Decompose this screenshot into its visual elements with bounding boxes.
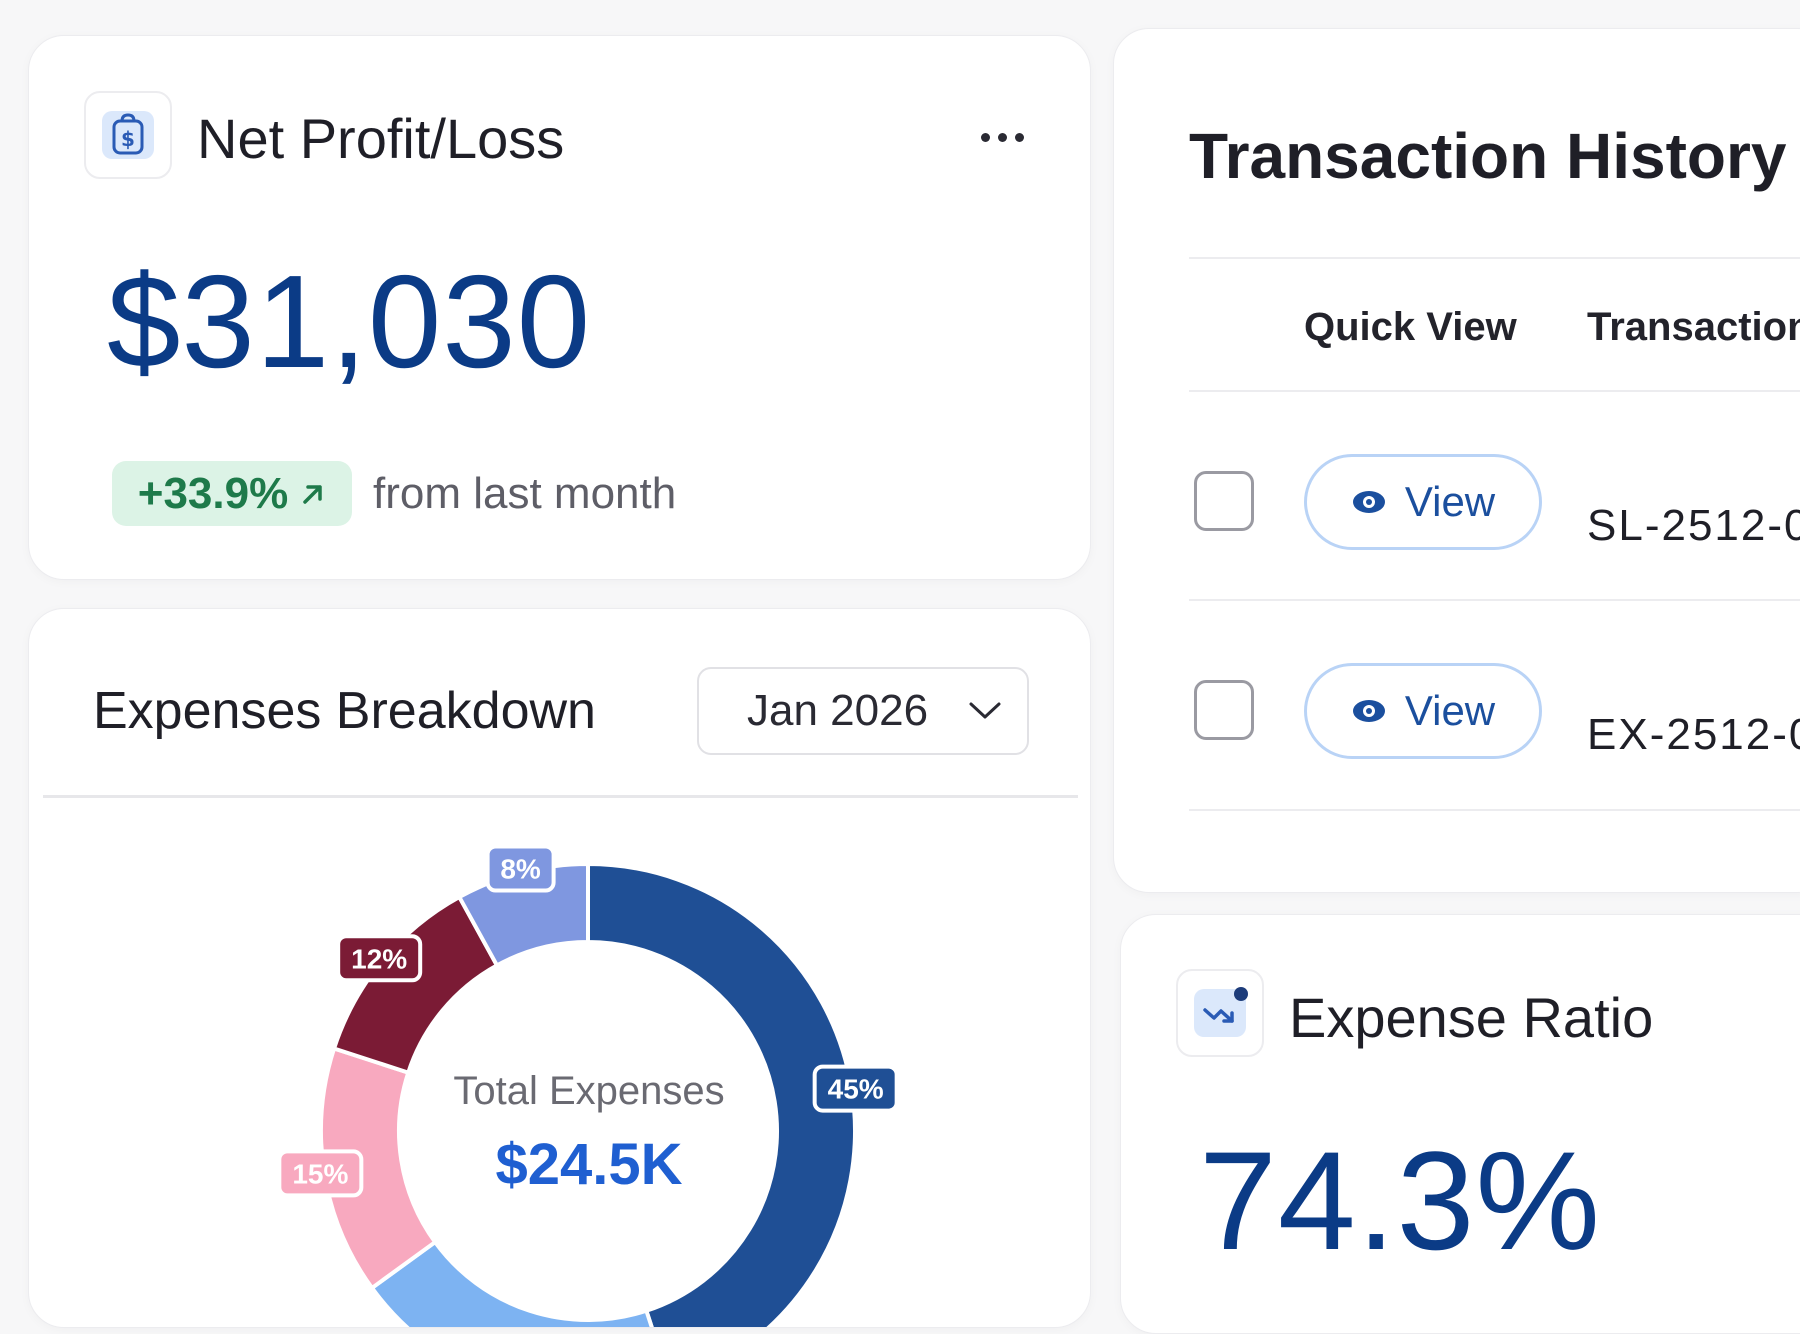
svg-text:15%: 15% — [292, 1158, 348, 1189]
column-header-transaction: Transaction — [1587, 305, 1800, 349]
eye-icon — [1352, 491, 1385, 513]
divider — [43, 795, 1078, 798]
donut-segment-label: 15% — [277, 1149, 364, 1198]
net-profit-value: $31,030 — [107, 248, 592, 395]
change-caption: from last month — [373, 469, 677, 518]
change-badge: +33.9% — [112, 461, 352, 526]
expenses-breakdown-title: Expenses Breakdown — [93, 682, 596, 740]
chevron-down-icon — [969, 702, 1001, 719]
eye-icon — [1352, 700, 1385, 722]
svg-text:8%: 8% — [500, 854, 541, 885]
donut-segment-label: 8% — [485, 844, 556, 893]
view-button-label: View — [1404, 687, 1496, 734]
donut-center-label: Total Expenses — [453, 1069, 725, 1113]
divider — [1189, 599, 1800, 601]
donut-segment — [586, 861, 857, 1327]
expense-ratio-title: Expense Ratio — [1289, 986, 1654, 1049]
svg-text:$: $ — [121, 127, 135, 151]
period-select-value: Jan 2026 — [747, 686, 929, 735]
column-header-quick-view: Quick View — [1304, 305, 1517, 349]
donut-segment-label: 45% — [812, 1064, 899, 1113]
svg-text:45%: 45% — [828, 1074, 884, 1105]
divider — [1189, 390, 1800, 392]
arrow-up-right-icon — [303, 484, 322, 504]
net-profit-title: Net Profit/Loss — [197, 107, 565, 170]
view-button[interactable]: View — [1304, 454, 1542, 550]
money-bag-icon: $ — [84, 91, 172, 179]
svg-text:12%: 12% — [351, 943, 407, 974]
transaction-id: EX-2512-0 — [1587, 710, 1800, 759]
trending-down-icon — [1176, 969, 1264, 1057]
view-button-label: View — [1404, 478, 1496, 525]
transaction-history-title: Transaction History — [1189, 120, 1787, 192]
divider — [1189, 257, 1800, 259]
notification-dot — [1234, 987, 1248, 1001]
more-options-icon[interactable] — [981, 133, 1024, 142]
transaction-history-card: Transaction History Quick View Transacti… — [1113, 28, 1800, 893]
expenses-donut-chart: 45% 15% 12% 8% — [29, 609, 1090, 1327]
donut-segment-label: 12% — [336, 934, 423, 983]
transaction-id: SL-2512-0 — [1587, 501, 1800, 550]
expense-ratio-card: Expense Ratio 74.3% — [1120, 914, 1800, 1334]
change-value: +33.9% — [137, 468, 289, 518]
donut-center-value: $24.5K — [495, 1132, 683, 1197]
net-profit-card: $ Net Profit/Loss $31,030 +33.9% from la… — [28, 35, 1091, 580]
expenses-breakdown-card: Expenses Breakdown Jan 2026 45% 15% 12% 8% … — [28, 608, 1091, 1328]
period-select[interactable]: Jan 2026 — [697, 667, 1029, 755]
row-checkbox[interactable] — [1194, 471, 1254, 531]
divider — [1189, 809, 1800, 811]
row-checkbox[interactable] — [1194, 680, 1254, 740]
view-button[interactable]: View — [1304, 663, 1542, 759]
expense-ratio-value: 74.3% — [1199, 1122, 1601, 1279]
